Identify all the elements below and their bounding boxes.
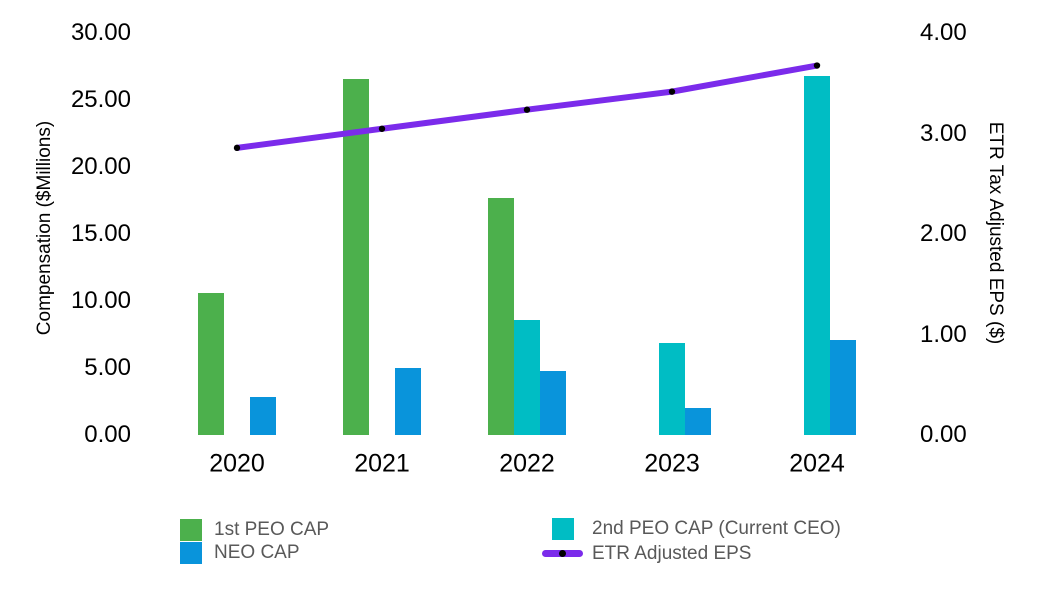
eps-line-marker	[668, 88, 676, 95]
right-axis-tick-label: 3.00	[920, 119, 967, 147]
legend-label: 2nd PEO CAP (Current CEO)	[592, 518, 841, 539]
bar-neo-cap-2024	[830, 339, 856, 435]
x-axis-category-label: 2021	[354, 449, 410, 478]
x-axis-category-label: 2020	[209, 449, 265, 478]
x-axis-category-label: 2022	[499, 449, 555, 478]
eps-line-marker	[233, 144, 241, 152]
left-axis-tick-label: 5.00	[84, 354, 131, 381]
legend-swatch-neo-cap	[180, 542, 202, 564]
legend-label: NEO CAP	[214, 542, 300, 563]
legend-label: ETR Adjusted EPS	[592, 543, 752, 564]
left-axis-tick-label: 30.00	[70, 19, 131, 46]
bar-neo-cap-2023	[685, 408, 711, 435]
bar-1st-peo-cap-2020	[198, 292, 224, 435]
bar-neo-cap-2022	[540, 370, 566, 435]
eps-line-marker	[813, 62, 821, 69]
legend-label: 1st PEO CAP	[214, 519, 330, 540]
eps-line-marker	[378, 125, 386, 132]
right-axis-tick-label: 2.00	[920, 220, 967, 248]
right-axis-tick-label: 1.00	[920, 320, 967, 348]
x-axis-category-label: 2024	[789, 449, 845, 478]
left-axis-tick-label: 25.00	[70, 86, 131, 113]
bar-1st-peo-cap-2022	[488, 197, 514, 435]
right-axis-tick-label: 0.00	[920, 421, 967, 448]
bar-2nd-peo-cap-current-ceo--2022	[514, 319, 540, 435]
bar-neo-cap-2021	[395, 368, 421, 435]
left-axis-tick-label: 0.00	[84, 421, 131, 448]
bar-2nd-peo-cap-current-ceo--2024	[804, 75, 830, 435]
right-axis-tick-label: 4.00	[920, 19, 967, 47]
legend-swatch-1st-peo-cap	[180, 519, 202, 541]
bar-1st-peo-cap-2021	[343, 78, 369, 435]
legend-line-marker-dot	[559, 550, 566, 557]
left-axis-tick-label: 15.00	[70, 220, 131, 247]
eps-line	[234, 62, 820, 151]
eps-line-marker	[523, 106, 531, 113]
right-axis-title: ETR Tax Adjusted EPS ($)	[985, 121, 1006, 345]
left-axis-tick-label: 10.00	[70, 287, 131, 314]
left-axis-tick-label: 20.00	[70, 153, 131, 180]
x-axis-category-label: 2023	[644, 449, 700, 478]
legend-swatch-2nd-peo-cap-current-ceo-	[552, 518, 574, 540]
bar-neo-cap-2020	[250, 397, 276, 435]
bar-2nd-peo-cap-current-ceo--2023	[659, 342, 685, 435]
